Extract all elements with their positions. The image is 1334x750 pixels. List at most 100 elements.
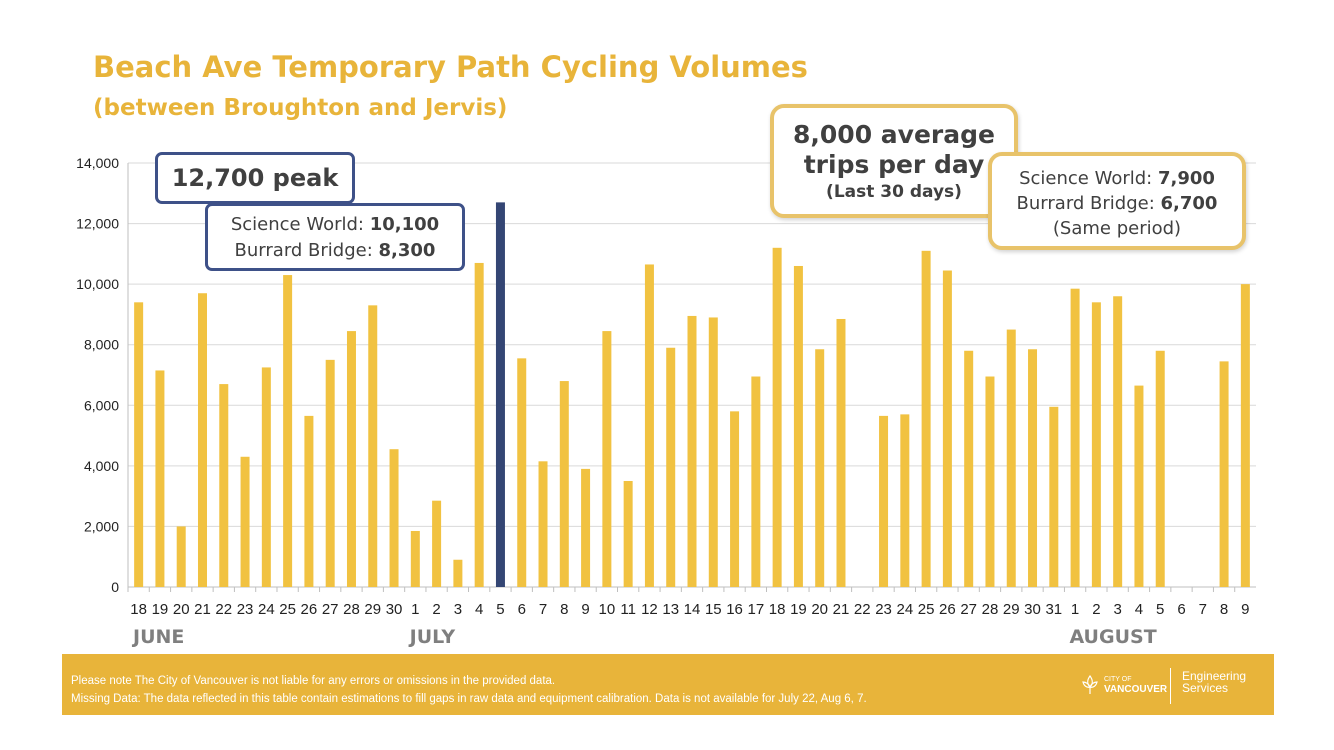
bar [751,376,761,587]
bar [666,347,676,587]
x-tick-label: 29 [364,601,381,618]
bar [283,275,293,587]
bar [432,500,442,587]
bar [1006,329,1016,587]
bar [155,370,165,587]
logo-city-of: CITY OF [1104,676,1132,683]
x-tick-label: 24 [896,601,913,618]
x-tick-label: 7 [539,601,547,618]
bar [879,415,889,587]
bar [730,411,740,587]
x-tick-label: 1 [411,601,419,618]
x-tick-label: 24 [258,601,275,618]
x-tick-label: 4 [475,601,483,618]
bar [602,331,612,587]
chart-subtitle: (between Broughton and Jervis) [93,95,508,121]
month-label: AUGUST [1069,626,1156,648]
bar [538,461,548,587]
x-tick-label: 5 [496,601,504,618]
x-tick-label: 26 [301,601,318,618]
bar [389,449,399,587]
x-tick-label: 5 [1156,601,1164,618]
bar [219,384,229,587]
logo-vancouver: VANCOUVER [1104,684,1168,695]
x-tick-label: 25 [279,601,296,618]
bar [368,305,378,587]
bar [921,250,931,588]
peak-callout: 12,700 peak [155,152,355,204]
bar [197,293,207,587]
month-label: JUNE [131,626,184,648]
bar [1113,296,1123,587]
bar [772,247,782,588]
x-tick-label: 2 [1092,601,1100,618]
y-tick-label: 14,000 [76,155,119,171]
x-tick-label: 3 [454,601,462,618]
x-tick-label: 29 [1003,601,1020,618]
bar [644,264,654,587]
same-period-callout: Science World: 7,900 Burrard Bridge: 6,7… [988,152,1246,250]
x-tick-label: 22 [215,601,232,618]
x-tick-label: 8 [560,601,568,618]
x-axis-ticks: 18 19 20 21 22 23 24 25 26 27 28 29 30 1 2 3 4 5 6 7 8 9 10 11 1… [130,601,1249,618]
x-tick-label: 6 [518,601,526,618]
bar [581,468,591,587]
x-tick-label: 14 [684,601,701,618]
bar [836,318,846,587]
x-tick-label: 18 [130,601,147,618]
bar [1028,349,1038,587]
month-label: JULY [408,626,456,648]
x-tick-label: 1 [1071,601,1079,618]
bar [793,265,803,587]
chart-title: Beach Ave Temporary Path Cycling Volumes [93,50,808,84]
x-tick-label: 11 [620,601,636,618]
x-tick-label: 28 [982,601,999,618]
bar [1049,406,1059,587]
footer-note: Please note The City of Vancouver is not… [71,672,867,708]
x-tick-label: 3 [1113,601,1121,618]
peak-detail-callout: Science World: 10,100 Burrard Bridge: 8,… [205,203,465,271]
average-line-2: trips per day [803,150,985,179]
month-labels: JUNE JULY AUGUST [131,626,1157,648]
bar [623,481,633,587]
x-tick-label: 20 [173,601,190,618]
bar [942,270,952,587]
flower-logo-icon [1082,674,1098,694]
bar [964,350,974,587]
x-tick-label: 17 [748,601,765,618]
bar [410,530,420,587]
bar [687,315,697,587]
bar [474,262,484,587]
footer-disclaimer: Please note The City of Vancouver is not… [71,675,556,687]
bar [559,381,569,587]
bar [261,367,271,587]
x-tick-label: 25 [918,601,935,618]
bar [453,559,463,587]
x-tick-label: 10 [599,601,616,618]
peak-science-world: Science World: 10,100 [230,214,440,235]
footer-bar: Please note The City of Vancouver is not… [62,654,1274,715]
bar [325,359,335,587]
y-tick-label: 10,000 [76,276,119,292]
x-tick-label: 20 [811,601,828,618]
bar [1070,288,1080,587]
avg-period: (Same period) [1052,218,1182,239]
bar [346,331,356,587]
bar [985,376,995,587]
x-tick-label: 9 [1241,601,1249,618]
bar [815,349,825,587]
bar [134,302,144,587]
x-tick-label: 12 [641,601,658,618]
x-tick-label: 21 [194,601,211,618]
x-tick-label: 21 [833,601,850,618]
average-line-3: (Last 30 days) [826,182,962,202]
bar [1240,284,1250,587]
x-tick-label: 18 [769,601,786,618]
bar [517,358,527,587]
x-tick-label: 28 [343,601,360,618]
bar [304,415,314,587]
y-tick-label: 6,000 [84,397,119,413]
footer-missing-data: Missing Data: The data reflected in this… [71,693,867,705]
average-line-1: 8,000 average [793,120,995,149]
